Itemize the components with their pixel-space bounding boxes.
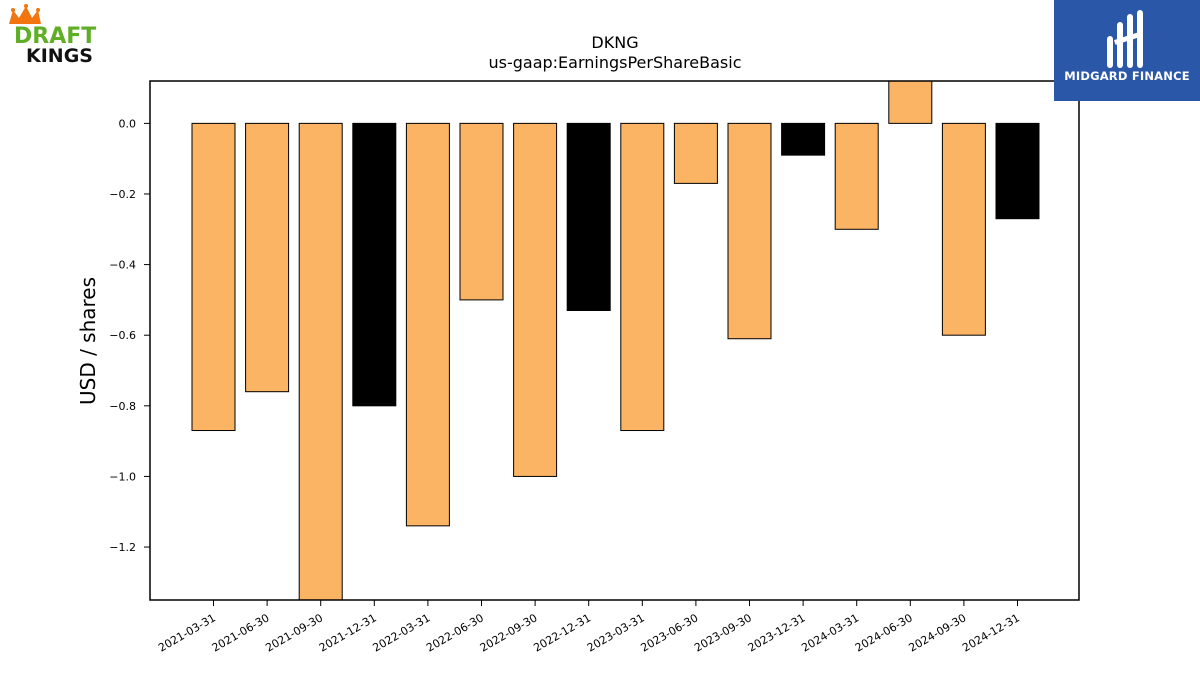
- midgard-finance-logo: MIDGARD FINANCE: [1054, 0, 1200, 101]
- bar-2022-12-31: [566, 122, 611, 311]
- bar-2023-06-30: [673, 122, 718, 184]
- y-tick-label: −0.8: [109, 400, 136, 413]
- midgard-logo-text: MIDGARD FINANCE: [1064, 69, 1190, 83]
- logo-word-kings: KINGS: [26, 45, 93, 66]
- bar-2024-06-30: [888, 81, 933, 124]
- bar-2024-09-30: [941, 122, 986, 336]
- midgard-emblem-icon: [1107, 10, 1143, 68]
- bar-2021-09-30: [298, 122, 343, 600]
- x-tick-label: 2021-03-31: [156, 611, 218, 654]
- x-tick-label: 2024-12-31: [960, 611, 1022, 654]
- x-tick-label: 2024-03-31: [799, 611, 861, 654]
- bar-2022-06-30: [459, 122, 504, 301]
- x-tick-label: 2022-06-30: [424, 611, 486, 654]
- plot-area: 0.0−0.2−0.4−0.6−0.8−1.0−1.22021-03-31202…: [109, 80, 1080, 655]
- bars-group: [191, 81, 1040, 600]
- x-tick-label: 2021-09-30: [263, 611, 325, 654]
- bar-2021-06-30: [245, 122, 290, 393]
- chart-subtitle: us-gaap:EarningsPerShareBasic: [488, 53, 741, 72]
- bar-2024-12-31: [995, 122, 1040, 220]
- bar-2024-03-31: [834, 122, 879, 230]
- bar-2022-03-31: [405, 122, 450, 527]
- crown-icon: DRAFT KINGS: [9, 4, 96, 67]
- x-tick-label: 2024-06-30: [853, 611, 915, 654]
- y-tick-label: −1.0: [109, 470, 136, 483]
- x-tick-label: 2023-12-31: [746, 611, 808, 654]
- bar-2021-03-31: [191, 122, 236, 432]
- chart-title: DKNG: [591, 33, 638, 52]
- bar-2022-09-30: [513, 122, 558, 477]
- x-tick-label: 2024-09-30: [907, 611, 969, 654]
- bar-2021-12-31: [352, 122, 397, 407]
- draftkings-logo: DRAFT KINGS: [4, 4, 124, 67]
- x-tick-label: 2022-03-31: [371, 611, 433, 654]
- x-tick-label: 2021-12-31: [317, 611, 379, 654]
- x-tick-label: 2022-12-31: [531, 611, 593, 654]
- x-tick-label: 2021-06-30: [210, 611, 272, 654]
- x-tick-label: 2023-03-31: [585, 611, 647, 654]
- x-tick-label: 2023-06-30: [639, 611, 701, 654]
- x-tick-label: 2023-09-30: [692, 611, 754, 654]
- y-tick-label: −1.2: [109, 541, 136, 554]
- logo-word-draft: DRAFT: [14, 24, 96, 49]
- bar-2023-09-30: [727, 122, 772, 340]
- y-tick-label: −0.4: [109, 259, 136, 272]
- x-tick-label: 2022-09-30: [478, 611, 540, 654]
- y-axis-label: USD / shares: [76, 277, 100, 405]
- bar-2023-03-31: [620, 122, 665, 432]
- bar-2023-12-31: [781, 122, 826, 156]
- y-tick-label: −0.2: [109, 188, 136, 201]
- y-tick-label: 0.0: [119, 117, 137, 130]
- plot-frame: [149, 80, 1080, 601]
- y-tick-label: −0.6: [109, 329, 136, 342]
